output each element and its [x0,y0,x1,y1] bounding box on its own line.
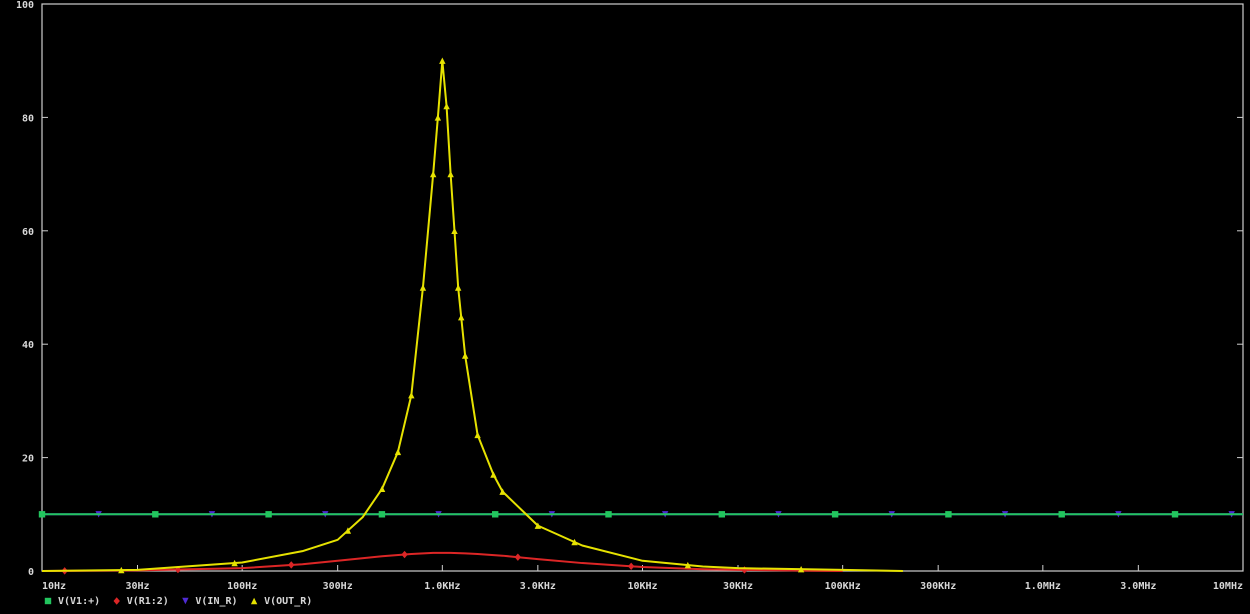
data-point [1171,511,1179,518]
data-point [44,597,52,605]
data-point [113,597,120,605]
legend-label: V(IN_R) [195,596,237,607]
data-point [458,313,465,321]
data-point [250,597,258,605]
series-V(V1:+) [38,511,1243,518]
x-tick-label: 100KHz [825,581,861,592]
y-tick-label: 80 [22,113,34,124]
data-point [378,511,386,518]
data-point [605,511,612,518]
data-point [288,561,295,569]
x-tick-label: 30Hz [125,581,149,592]
y-tick-label: 100 [16,0,34,11]
y-tick-label: 60 [22,227,34,238]
legend-label: V(OUT_R) [264,596,312,607]
data-point [1058,511,1065,518]
data-point [718,511,726,518]
legend-label: V(R1:2) [127,596,169,607]
data-point [429,170,437,178]
x-tick-label: 10KHz [627,581,657,592]
legend-item: V(V1:+) [44,596,100,607]
series-line [41,59,903,572]
data-point [408,392,415,399]
data-point [152,511,159,518]
series-line [41,551,843,572]
data-point [231,559,238,567]
data-point [490,471,497,478]
series-V(OUT_R) [41,57,903,574]
x-tick-label: 30KHz [723,581,753,592]
x-tick-label: 3.0KHz [520,581,556,592]
data-point [534,522,542,529]
data-point [447,170,454,178]
x-tick-label: 1.0KHz [424,581,460,592]
x-tick-label: 300Hz [323,581,353,592]
data-point [443,102,450,110]
data-point [499,488,506,495]
data-point [38,511,46,518]
data-point [945,511,952,518]
data-point [394,448,402,456]
data-point [492,511,499,518]
data-point [684,561,692,569]
x-tick-label: 3.0MHz [1120,581,1156,592]
x-tick-label: 10MHz [1213,581,1243,592]
data-point [118,566,125,574]
y-tick-label: 40 [22,340,34,351]
data-point [627,562,635,570]
x-tick-label: 10Hz [42,581,66,592]
data-point [434,114,442,121]
y-tick-label: 20 [22,454,34,465]
data-point [454,284,462,291]
data-point [831,511,839,518]
data-point [571,538,578,546]
data-point [182,597,189,605]
y-axis: 0 20 40 60 80 100 [16,0,1243,578]
x-tick-label: 1.0MHz [1025,581,1061,592]
x-axis: 10Hz 30Hz 100Hz 300Hz 1.0KHz 3.0KHz 10KHz 30KHz… [41,565,1244,592]
data-point [344,527,352,534]
legend-item: V(OUT_R) [250,596,312,607]
data-point [401,550,408,559]
x-tick-label: 300KHz [920,581,956,592]
data-point [514,553,522,561]
legend-item: V(R1:2) [113,596,169,607]
data-point [797,565,805,573]
legend: V(V1:+) V(R1:2) V(IN_R) V(OUT_R) [44,596,312,607]
legend-item: V(IN_R) [182,596,238,607]
data-point [439,57,446,64]
data-point [419,284,427,291]
y-tick-label: 0 [28,567,34,578]
data-point [378,485,386,492]
legend-label: V(V1:+) [58,596,100,607]
data-point [265,511,272,518]
data-point [461,352,469,359]
series-layer [38,57,1243,575]
data-point [451,227,458,234]
data-point [474,431,481,439]
x-tick-label: 100Hz [227,581,257,592]
data-point [741,566,748,574]
